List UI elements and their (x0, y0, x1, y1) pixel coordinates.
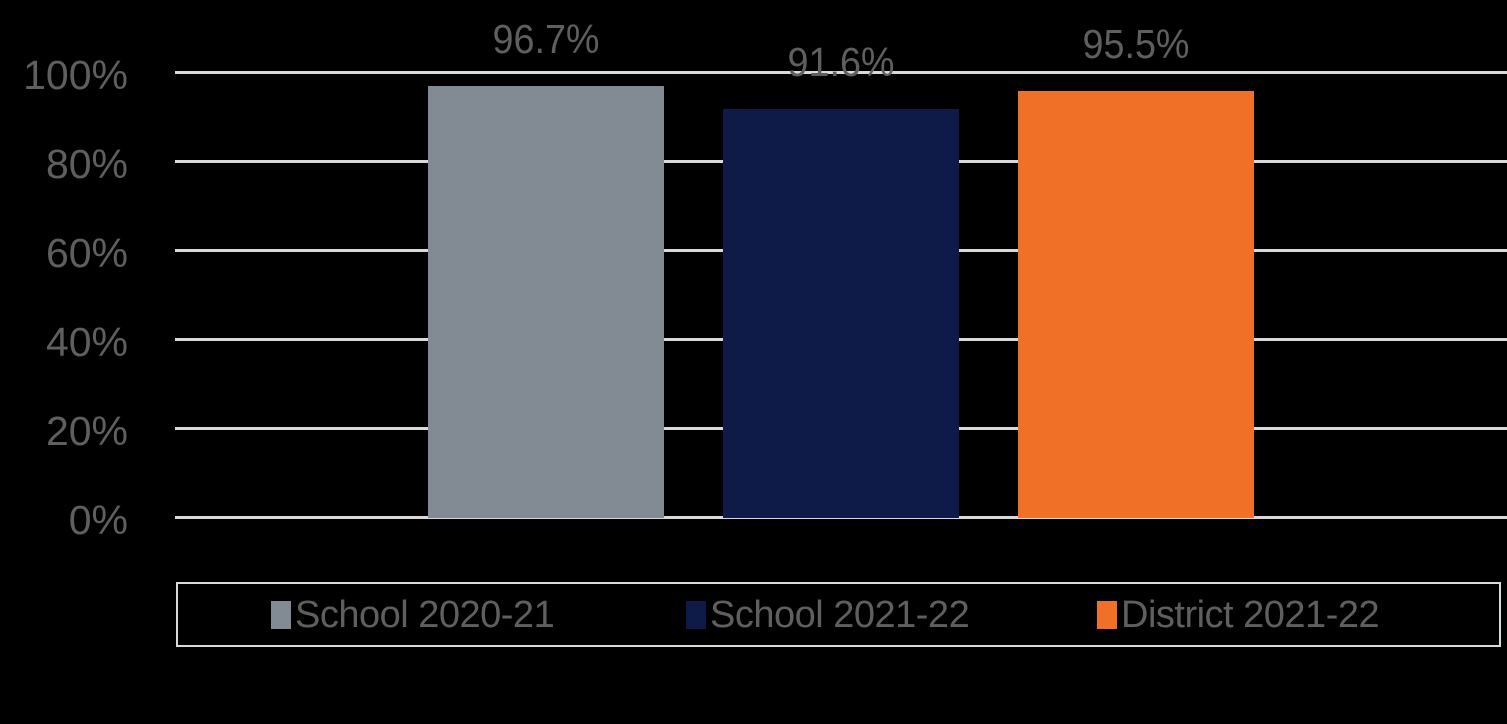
y-tick-80: 80% (45, 141, 128, 187)
data-label-school-2020-21: 96.7% (492, 16, 600, 62)
legend-swatch-orange (1097, 600, 1117, 629)
y-tick-40: 40% (45, 319, 128, 365)
legend-label: School 2021-22 (710, 593, 970, 636)
legend: School 2020-21 School 2021-22 District 2… (176, 582, 1501, 647)
data-label-school-2021-22: 91.6% (787, 39, 895, 85)
gridline-100 (175, 71, 1507, 74)
bar-district-2021-22 (1018, 91, 1254, 518)
bar-school-2021-22 (723, 109, 959, 518)
y-tick-100: 100% (23, 52, 128, 98)
y-tick-60: 60% (45, 230, 128, 276)
bar-school-2020-21 (428, 86, 664, 518)
legend-item-school-2020-21: School 2020-21 (271, 584, 555, 645)
legend-label: School 2020-21 (295, 593, 555, 636)
data-label-district-2021-22: 95.5% (1082, 21, 1190, 67)
legend-swatch-gray (271, 600, 291, 629)
legend-item-school-2021-22: School 2021-22 (686, 584, 970, 645)
legend-item-district-2021-22: District 2021-22 (1097, 584, 1380, 645)
y-tick-20: 20% (45, 408, 128, 454)
legend-swatch-navy (686, 600, 706, 629)
legend-label: District 2021-22 (1121, 593, 1380, 636)
y-tick-0: 0% (68, 497, 128, 543)
